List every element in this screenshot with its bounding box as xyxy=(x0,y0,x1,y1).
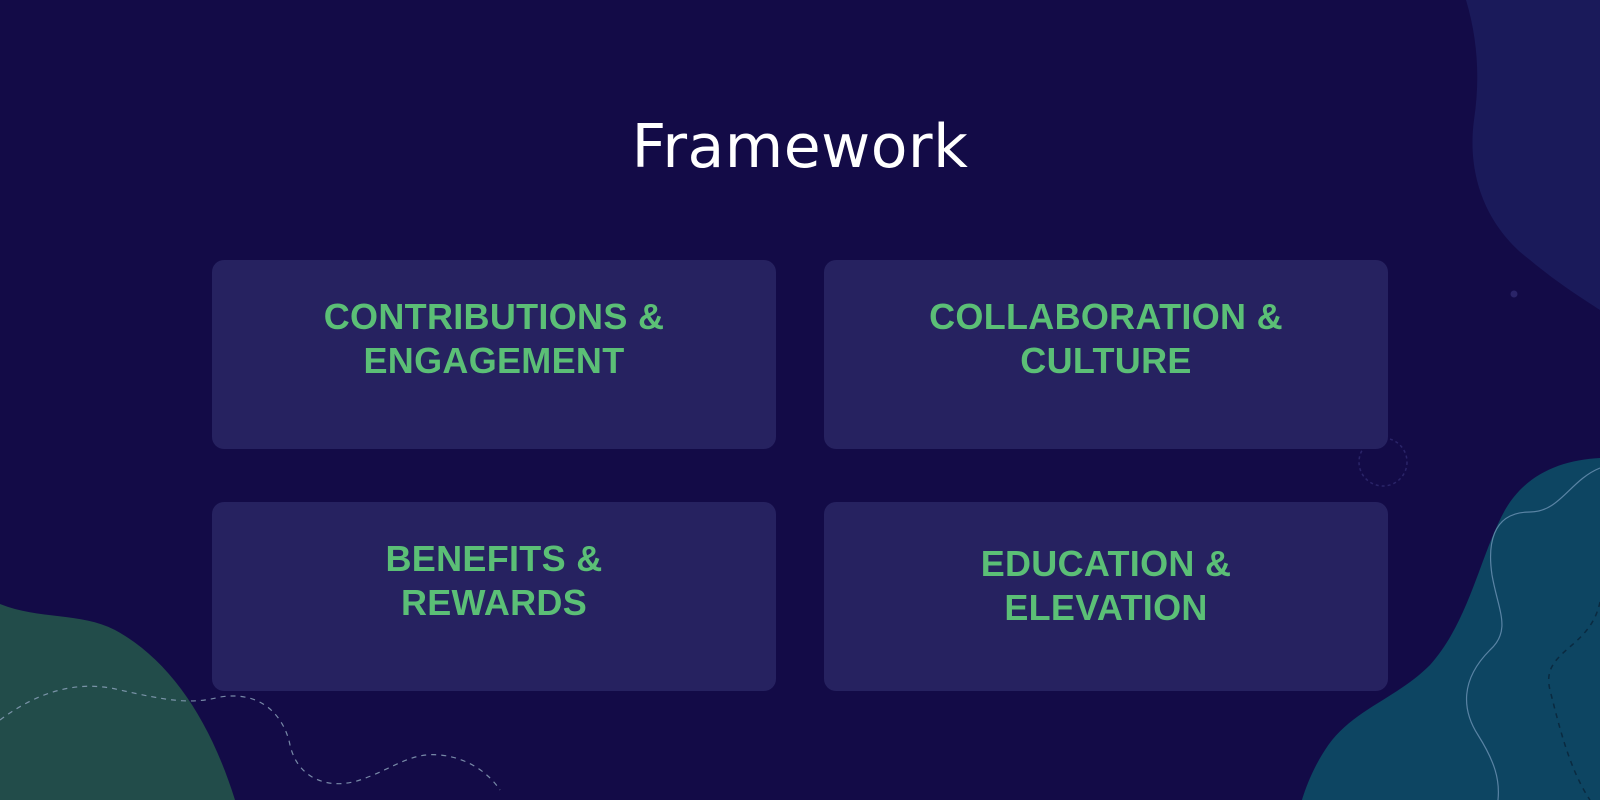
faint-circle xyxy=(1358,437,1408,487)
card-collaboration-culture: COLLABORATION & CULTURE xyxy=(824,260,1388,449)
card-contributions-engagement: CONTRIBUTIONS & ENGAGEMENT xyxy=(212,260,776,449)
page-title: Framework xyxy=(631,112,969,182)
blob-bottom-left xyxy=(0,604,235,800)
card-education-elevation: EDUCATION & ELEVATION xyxy=(824,502,1388,691)
wave-line-right xyxy=(1465,467,1600,800)
card-benefits-rewards: BENEFITS & REWARDS xyxy=(212,502,776,691)
card-label: BENEFITS & REWARDS xyxy=(385,537,603,623)
blob-top-right xyxy=(1466,0,1600,310)
dashed-line-left xyxy=(0,685,501,791)
faint-dot xyxy=(1510,290,1518,298)
blob-bottom-right xyxy=(1302,458,1600,800)
card-label: EDUCATION & ELEVATION xyxy=(980,542,1232,628)
card-label: COLLABORATION & CULTURE xyxy=(929,295,1283,381)
card-label: CONTRIBUTIONS & ENGAGEMENT xyxy=(323,295,665,381)
